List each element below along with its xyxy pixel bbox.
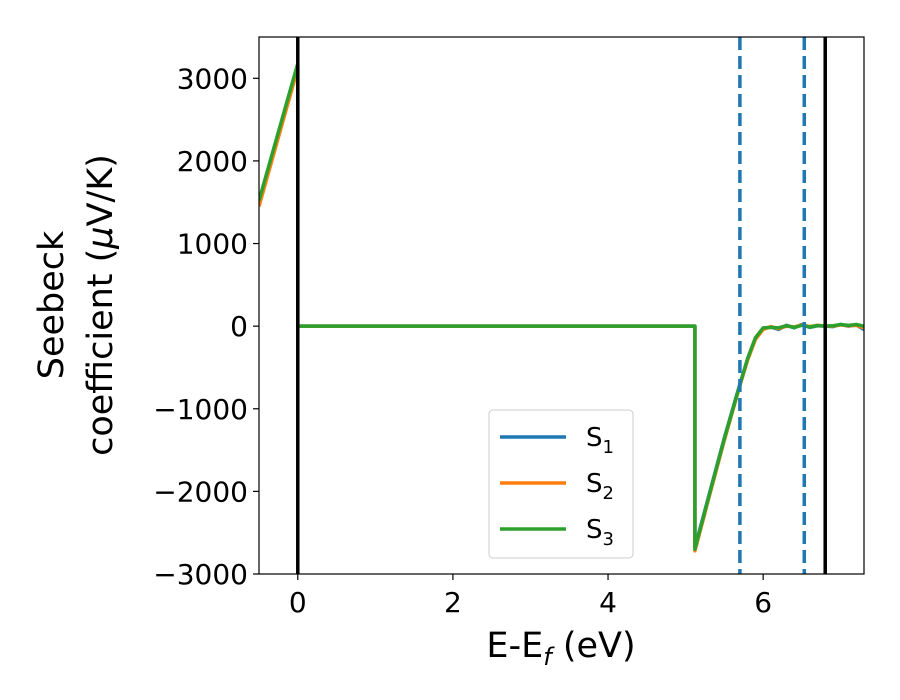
x-tick-label: 6 [754, 586, 772, 619]
x-tick-label: 4 [599, 586, 617, 619]
series-line-s3 [259, 61, 864, 551]
y-tick-label: −1000 [153, 393, 248, 426]
y-axis-label-line2: coefficient (μV/K) [81, 154, 121, 456]
legend-label-s2: S2 [586, 469, 614, 504]
y-tick-label: 2000 [177, 145, 248, 178]
x-axis-label: E-Ef (eV) [486, 626, 635, 671]
y-axis-label-line1: Seebeck [32, 230, 72, 379]
legend-label-s1: S1 [586, 423, 614, 458]
legend-label-s3: S3 [586, 515, 614, 550]
y-tick-label: −3000 [153, 558, 248, 591]
y-tick-label: −2000 [153, 475, 248, 508]
x-tick-label: 2 [444, 586, 462, 619]
legend: S1 S2 S3 [488, 409, 634, 559]
y-tick-label: 3000 [177, 62, 248, 95]
y-tick-label: 0 [230, 310, 248, 343]
y-tick-label: 1000 [177, 228, 248, 261]
plot-frame [258, 36, 865, 575]
x-tick-label: 0 [289, 586, 307, 619]
